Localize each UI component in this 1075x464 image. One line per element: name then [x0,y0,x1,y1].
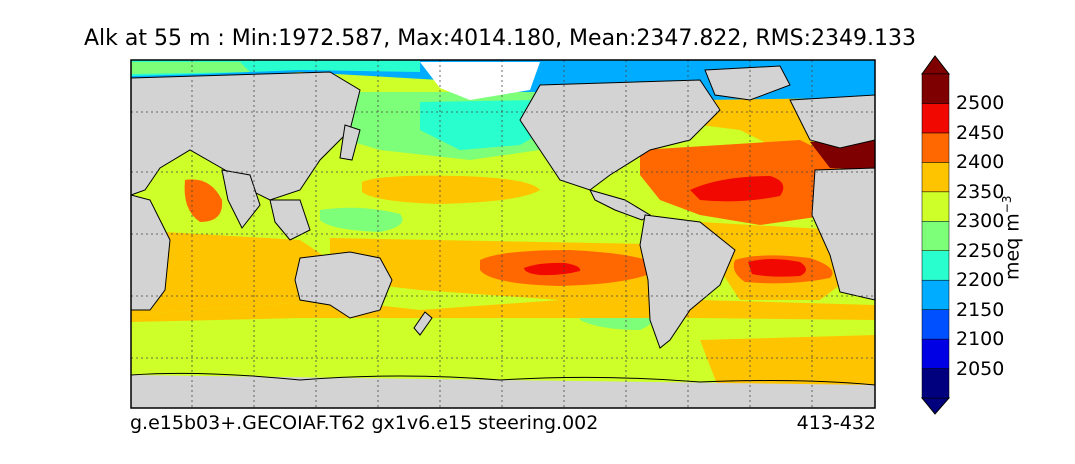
colorbar-tick-label: 2400 [956,151,1005,174]
greenland-land [704,65,791,101]
australia-land [294,251,393,319]
landmasses [130,65,876,349]
natl-red-core [690,176,784,202]
colorbar-tick-label: 2100 [956,328,1005,351]
se-asia-land [269,199,311,241]
eurasia-land [130,71,361,201]
colorbar-tick-label: 2200 [956,269,1005,292]
colorbar-extend-min [920,397,951,415]
map-title: Alk at 55 m : Min:1972.587, Max:4014.180… [83,26,916,51]
s-atlantic-orange [700,335,875,392]
wpac-green [320,207,403,232]
colorbar-level [921,250,950,281]
colorbar-tick-label: 2350 [956,180,1005,203]
run-id-label: g.e15b03+.GECOIAF.T62 gx1v6.e15 steering… [130,412,599,434]
colorbar-tick-label: 2300 [956,210,1005,233]
antarctica-land [131,375,875,408]
central-america-land [589,189,651,221]
indian-orange [131,230,330,315]
graticule [131,60,875,408]
map-panel [130,59,876,409]
sea-ice [420,62,540,100]
colorbar-level [921,221,950,251]
north-america-land [519,79,721,191]
colorbar-level [921,132,950,163]
antarctica-coast [130,372,876,386]
satl-red-core [748,259,806,277]
colorbar-level [921,162,950,193]
eqpac-red-core [524,262,581,276]
colorbar-level [921,73,950,104]
map-frame [130,59,876,409]
colorbar-tick-label: 2050 [956,357,1005,380]
colorbar-tick-label: 2500 [956,92,1005,115]
new-zealand-land [413,311,433,336]
colorbar-level [921,279,950,310]
colorbar-label: meq m−3 [1000,195,1024,280]
npac-orange [362,175,540,204]
colorbar-level [921,191,950,222]
colorbar-tick-label: 2450 [956,121,1005,144]
colorbar-level [921,368,950,399]
india-land [221,169,261,229]
japan-land [339,124,361,161]
colorbar-level [921,309,950,340]
colorbar-tick-label: 2150 [956,298,1005,321]
npac-cyan [420,100,555,150]
arctic-green [131,62,250,74]
arabian-sea-orange [184,179,223,222]
colorbar-level [921,103,950,134]
colorbar-tick-label: 2250 [956,239,1005,262]
colorbar-level [921,338,950,369]
year-range-label: 413-432 [796,412,876,434]
colorbar [920,55,951,415]
colorbar-extend-max [921,55,951,75]
mediterranean-darkred [810,140,875,170]
south-america-land [639,214,736,349]
